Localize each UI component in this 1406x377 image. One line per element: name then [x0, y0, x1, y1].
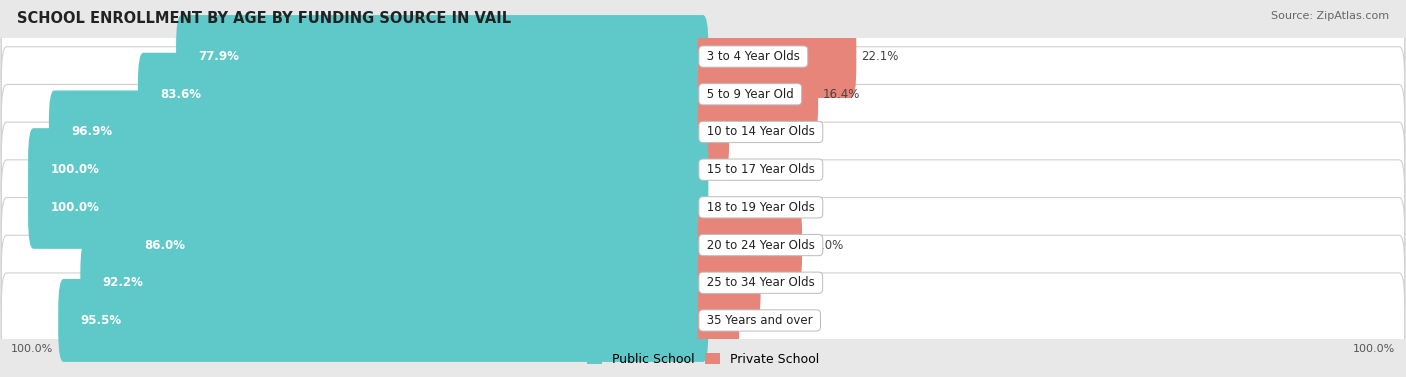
FancyBboxPatch shape [697, 90, 730, 173]
Text: 77.9%: 77.9% [198, 50, 239, 63]
FancyBboxPatch shape [28, 166, 709, 249]
FancyBboxPatch shape [28, 128, 709, 211]
Text: 3.1%: 3.1% [734, 126, 763, 138]
Text: 86.0%: 86.0% [143, 239, 186, 251]
Text: 10 to 14 Year Olds: 10 to 14 Year Olds [703, 126, 818, 138]
Legend: Public School, Private School: Public School, Private School [582, 348, 824, 371]
Text: 83.6%: 83.6% [160, 88, 201, 101]
Text: 4.6%: 4.6% [744, 314, 773, 327]
FancyBboxPatch shape [80, 241, 709, 324]
FancyBboxPatch shape [1, 160, 1405, 255]
FancyBboxPatch shape [1, 84, 1405, 179]
Text: 25 to 34 Year Olds: 25 to 34 Year Olds [703, 276, 818, 289]
FancyBboxPatch shape [1, 122, 1405, 217]
Text: 7.8%: 7.8% [765, 276, 794, 289]
Text: 100.0%: 100.0% [51, 163, 98, 176]
Text: 96.9%: 96.9% [70, 126, 112, 138]
Text: 35 Years and over: 35 Years and over [703, 314, 817, 327]
FancyBboxPatch shape [697, 241, 761, 324]
Text: 95.5%: 95.5% [80, 314, 121, 327]
FancyBboxPatch shape [1, 47, 1405, 142]
Text: 3 to 4 Year Olds: 3 to 4 Year Olds [703, 50, 804, 63]
FancyBboxPatch shape [697, 53, 818, 136]
Text: SCHOOL ENROLLMENT BY AGE BY FUNDING SOURCE IN VAIL: SCHOOL ENROLLMENT BY AGE BY FUNDING SOUR… [17, 11, 510, 26]
FancyBboxPatch shape [58, 279, 709, 362]
FancyBboxPatch shape [697, 279, 740, 362]
FancyBboxPatch shape [697, 15, 856, 98]
Text: 18 to 19 Year Olds: 18 to 19 Year Olds [703, 201, 818, 214]
FancyBboxPatch shape [1, 235, 1405, 330]
Text: 5 to 9 Year Old: 5 to 9 Year Old [703, 88, 797, 101]
Text: 100.0%: 100.0% [51, 201, 98, 214]
FancyBboxPatch shape [697, 204, 801, 287]
Text: 20 to 24 Year Olds: 20 to 24 Year Olds [703, 239, 818, 251]
Text: 15 to 17 Year Olds: 15 to 17 Year Olds [703, 163, 818, 176]
FancyBboxPatch shape [176, 15, 709, 98]
Text: 22.1%: 22.1% [860, 50, 898, 63]
Text: 100.0%: 100.0% [1353, 344, 1395, 354]
FancyBboxPatch shape [1, 9, 1405, 104]
FancyBboxPatch shape [1, 273, 1405, 368]
Text: 92.2%: 92.2% [103, 276, 143, 289]
Text: Source: ZipAtlas.com: Source: ZipAtlas.com [1271, 11, 1389, 21]
Text: 14.0%: 14.0% [807, 239, 844, 251]
Text: 0.0%: 0.0% [713, 201, 742, 214]
FancyBboxPatch shape [49, 90, 709, 173]
FancyBboxPatch shape [138, 53, 709, 136]
Text: 0.0%: 0.0% [713, 163, 742, 176]
FancyBboxPatch shape [122, 204, 709, 287]
FancyBboxPatch shape [1, 198, 1405, 293]
Text: 16.4%: 16.4% [823, 88, 860, 101]
Text: 100.0%: 100.0% [11, 344, 53, 354]
